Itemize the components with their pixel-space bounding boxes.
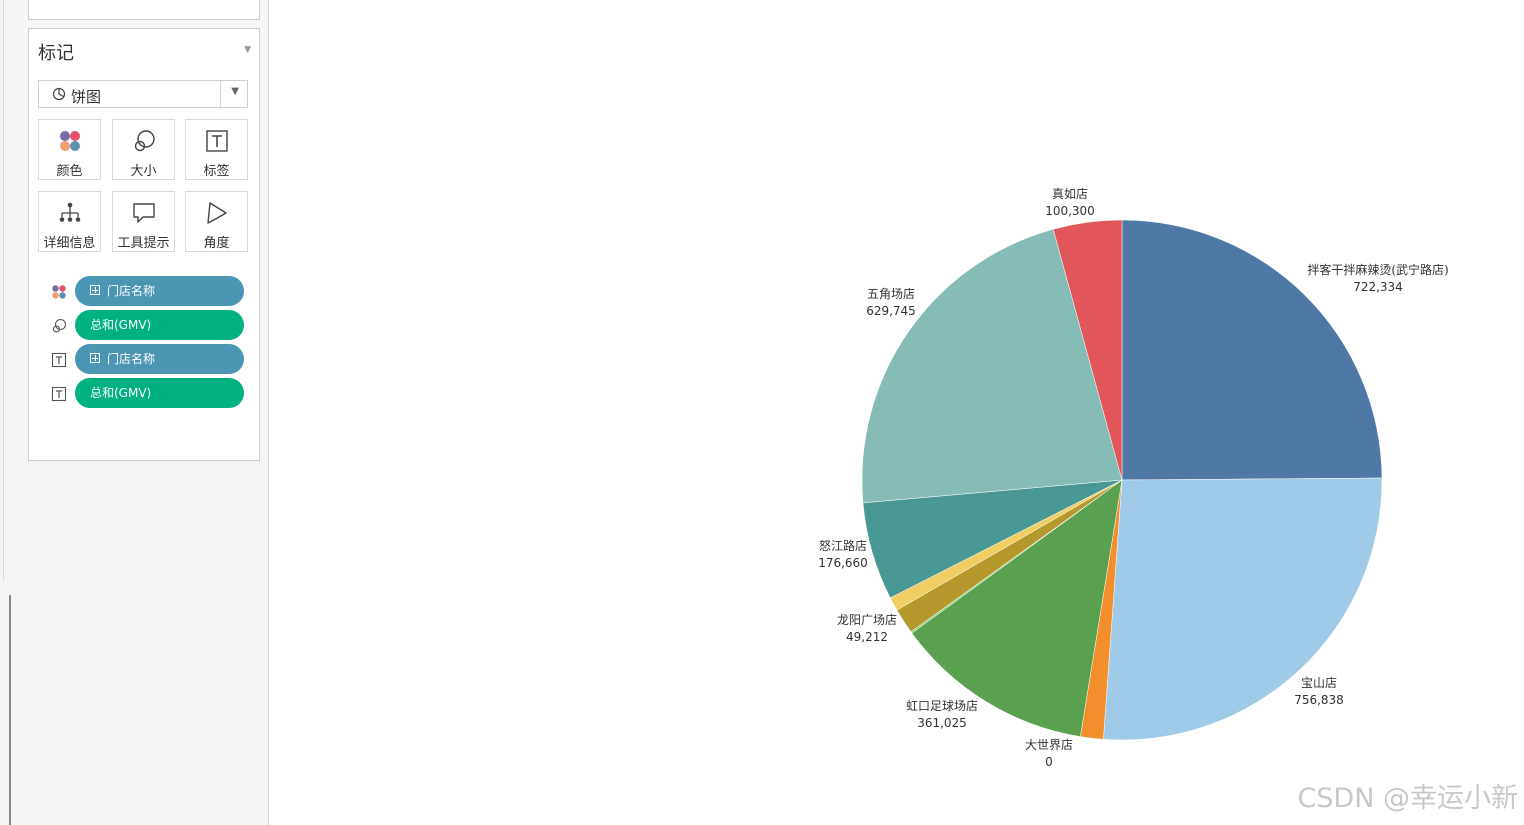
marks-card: 标记 ▼ 饼图 ▼ 颜色 [28,28,260,461]
color-tile-label: 颜色 [56,164,83,179]
shelf-row-label: 门店名称 [29,344,259,374]
slice-value-label: 49,212 [846,630,888,644]
label-icon [51,386,67,402]
dropdown-divider [220,81,221,107]
pie-icon [52,87,66,101]
angle-icon [206,202,227,224]
pill-label: 总和(GMV) [90,318,152,332]
marks-menu-caret-icon[interactable]: ▼ [244,45,251,55]
slice-name-label: 宝山店 [1301,676,1337,690]
size-icon [134,130,155,152]
shelf-row-color: 门店名称 [29,276,259,306]
mark-type-label: 饼图 [71,88,102,106]
pie-labels: 拌客干拌麻辣烫(武宁路店) 722,334 宝山店 756,838 大世界店 0 虹口足球场… [818,186,1449,769]
expand-icon[interactable] [90,353,100,363]
slice-value-label: 0 [1045,755,1053,769]
slice-name-label: 虹口足球场店 [906,699,978,713]
size-tile[interactable]: 大小 [112,119,175,180]
pie-slice[interactable] [911,479,1123,737]
previous-card [28,0,260,20]
slice-value-label: 756,838 [1294,693,1344,707]
slice-value-label: 361,025 [917,716,967,730]
pill-sum-gmv[interactable]: 总和(GMV) [75,378,244,408]
label-tile[interactable]: 标签 [185,119,248,180]
chevron-down-icon[interactable]: ▼ [231,86,239,97]
size-tile-label: 大小 [130,164,157,179]
pie-slices [861,219,1383,741]
pill-store-name[interactable]: 门店名称 [75,344,244,374]
color-icon [59,131,80,151]
pill-label: 门店名称 [107,284,156,298]
pill-label: 总和(GMV) [90,386,152,400]
watermark: CSDN @幸运小新 [1297,783,1518,814]
label-tile-label: 标签 [203,164,230,179]
pill-store-name[interactable]: 门店名称 [75,276,244,306]
mark-type-dropdown[interactable]: 饼图 ▼ [38,80,248,108]
left-edge-strip [0,0,20,825]
shelf-row-size: 总和(GMV) [29,310,259,340]
pie-slice[interactable] [861,228,1123,504]
pie-slice[interactable] [1121,219,1383,481]
slice-value-label: 722,334 [1353,280,1403,294]
tooltip-tile[interactable]: 工具提示 [112,191,175,252]
edge-separator [3,0,4,580]
color-tile[interactable]: 颜色 [38,119,101,180]
detail-icon [59,202,80,222]
slice-value-label: 100,300 [1045,204,1095,218]
color-icon [52,285,66,299]
slice-name-label: 真如店 [1052,186,1088,201]
side-panel: 标记 ▼ 饼图 ▼ 颜色 [20,0,269,825]
pie-slice[interactable] [1103,477,1383,741]
angle-tile[interactable]: 角度 [185,191,248,252]
detail-tile[interactable]: 详细信息 [38,191,101,252]
pie-slice[interactable] [1052,219,1123,481]
label-icon [51,352,67,368]
shelf-row-label: 总和(GMV) [29,378,259,408]
pill-label: 门店名称 [107,352,156,366]
scrollbar[interactable] [9,595,11,825]
slice-name-label: 龙阳广场店 [837,613,897,627]
tooltip-icon [132,203,155,223]
label-icon [205,130,228,152]
slice-name-label: 大世界店 [1025,738,1073,752]
size-icon [52,318,67,333]
angle-tile-label: 角度 [203,236,230,251]
detail-tile-label: 详细信息 [43,236,96,251]
marks-title: 标记 [38,43,74,64]
slice-name-label: 怒江路店 [819,538,867,553]
slice-value-label: 176,660 [818,556,868,570]
slice-value-label: 629,745 [866,304,916,318]
pill-sum-gmv[interactable]: 总和(GMV) [75,310,244,340]
tooltip-tile-label: 工具提示 [117,236,170,251]
expand-icon[interactable] [90,285,100,295]
slice-name-label: 五角场店 [867,287,915,301]
slice-name-label: 拌客干拌麻辣烫(武宁路店) [1307,262,1448,277]
